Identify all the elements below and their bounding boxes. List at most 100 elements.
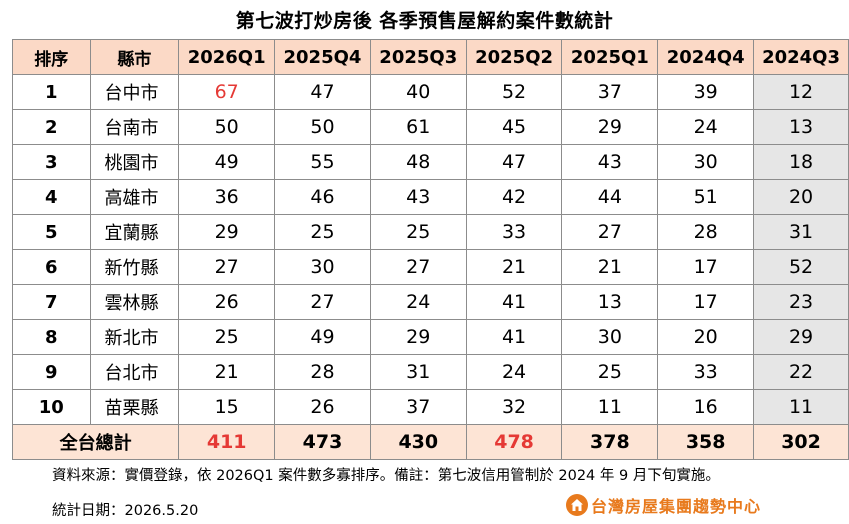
header-2025q3: 2025Q3 [369, 39, 467, 75]
rank-cell: 6 [12, 249, 91, 285]
table-row: 10 苗栗縣 15 26 37 32 11 16 11 [12, 389, 849, 425]
value-cell: 31 [753, 214, 849, 250]
table-row: 1 台中市 67 47 40 52 37 39 12 [12, 74, 849, 110]
rank-cell: 1 [12, 74, 91, 110]
value-cell: 52 [753, 249, 849, 285]
value-cell: 37 [369, 389, 467, 425]
rank-cell: 5 [12, 214, 91, 250]
value-cell: 22 [753, 354, 849, 390]
value-cell: 47 [465, 144, 563, 180]
value-cell: 39 [657, 74, 755, 110]
value-cell: 50 [178, 109, 276, 145]
value-cell: 16 [657, 389, 755, 425]
city-cell: 台南市 [89, 109, 180, 145]
source-note: 資料來源：實價登錄，依 2026Q1 案件數多寡排序。備註：第七波信用管制於 2… [52, 468, 720, 484]
value-cell: 13 [561, 284, 659, 320]
city-cell: 高雄市 [89, 179, 180, 215]
value-cell: 52 [465, 74, 563, 110]
header-row: 排序 縣市 2026Q1 2025Q4 2025Q3 2025Q2 2025Q1… [12, 39, 849, 75]
value-cell: 27 [369, 249, 467, 285]
table-row: 9 台北市 21 28 31 24 25 33 22 [12, 354, 849, 390]
value-cell: 12 [753, 74, 849, 110]
value-cell: 20 [657, 319, 755, 355]
rank-cell: 2 [12, 109, 91, 145]
value-cell: 30 [657, 144, 755, 180]
city-cell: 雲林縣 [89, 284, 180, 320]
table-row: 7 雲林縣 26 27 24 41 13 17 23 [12, 284, 849, 320]
table-row: 5 宜蘭縣 29 25 25 33 27 28 31 [12, 214, 849, 250]
header-city: 縣市 [89, 39, 180, 75]
total-cell: 378 [561, 424, 659, 460]
city-cell: 桃園市 [89, 144, 180, 180]
rank-cell: 8 [12, 319, 91, 355]
value-cell: 45 [465, 109, 563, 145]
value-cell: 17 [657, 284, 755, 320]
value-cell: 55 [274, 144, 371, 180]
value-cell: 29 [561, 109, 659, 145]
value-cell: 42 [465, 179, 563, 215]
header-2025q4: 2025Q4 [274, 39, 371, 75]
value-cell: 28 [274, 354, 371, 390]
value-cell: 32 [465, 389, 563, 425]
value-cell: 48 [369, 144, 467, 180]
value-cell: 41 [465, 319, 563, 355]
rank-cell: 10 [12, 389, 91, 425]
value-cell: 36 [178, 179, 276, 215]
total-row: 全台總計 411 473 430 478 378 358 302 [11, 424, 849, 460]
value-cell: 29 [178, 214, 276, 250]
header-2024q3: 2024Q3 [753, 39, 849, 75]
value-cell: 46 [274, 179, 371, 215]
value-cell: 24 [465, 354, 563, 390]
value-cell: 21 [465, 249, 563, 285]
total-cell: 430 [369, 424, 467, 460]
total-cell: 411 [178, 424, 276, 460]
value-cell: 44 [561, 179, 659, 215]
city-cell: 台北市 [89, 354, 180, 390]
value-cell: 27 [561, 214, 659, 250]
brand-logo-text: 台灣房屋集團趨勢中心 [591, 497, 762, 516]
rank-cell: 7 [12, 284, 91, 320]
table-row: 4 高雄市 36 46 43 42 44 51 20 [12, 179, 849, 215]
value-cell: 24 [657, 109, 755, 145]
header-2025q1: 2025Q1 [561, 39, 659, 75]
value-cell: 33 [465, 214, 563, 250]
value-cell: 25 [178, 319, 276, 355]
value-cell: 43 [561, 144, 659, 180]
value-cell: 29 [753, 319, 849, 355]
value-cell: 18 [753, 144, 849, 180]
value-cell: 37 [561, 74, 659, 110]
value-cell: 26 [274, 389, 371, 425]
total-cell: 473 [274, 424, 371, 460]
value-cell: 61 [369, 109, 467, 145]
value-cell: 29 [369, 319, 467, 355]
value-cell: 11 [561, 389, 659, 425]
value-cell: 25 [369, 214, 467, 250]
header-rank: 排序 [12, 39, 91, 75]
rank-cell: 3 [12, 144, 91, 180]
rank-cell: 9 [12, 354, 91, 390]
value-cell: 49 [274, 319, 371, 355]
value-cell: 43 [369, 179, 467, 215]
value-cell: 27 [274, 284, 371, 320]
value-cell: 27 [178, 249, 276, 285]
header-2025q2: 2025Q2 [465, 39, 563, 75]
value-cell: 49 [178, 144, 276, 180]
value-cell: 25 [274, 214, 371, 250]
header-2024q4: 2024Q4 [657, 39, 755, 75]
table-row: 8 新北市 25 49 29 41 30 20 29 [12, 319, 849, 355]
total-cell: 302 [753, 424, 849, 460]
city-cell: 新竹縣 [89, 249, 180, 285]
value-cell: 30 [274, 249, 371, 285]
value-cell: 40 [369, 74, 467, 110]
value-cell: 67 [178, 74, 276, 110]
city-cell: 苗栗縣 [89, 389, 180, 425]
header-2026q1: 2026Q1 [178, 39, 276, 75]
house-logo-icon [566, 494, 588, 516]
value-cell: 24 [369, 284, 467, 320]
brand-logo: 台灣房屋集團趨勢中心 [566, 492, 761, 518]
value-cell: 41 [465, 284, 563, 320]
city-cell: 新北市 [89, 319, 180, 355]
city-cell: 台中市 [89, 74, 180, 110]
value-cell: 28 [657, 214, 755, 250]
value-cell: 26 [178, 284, 276, 320]
